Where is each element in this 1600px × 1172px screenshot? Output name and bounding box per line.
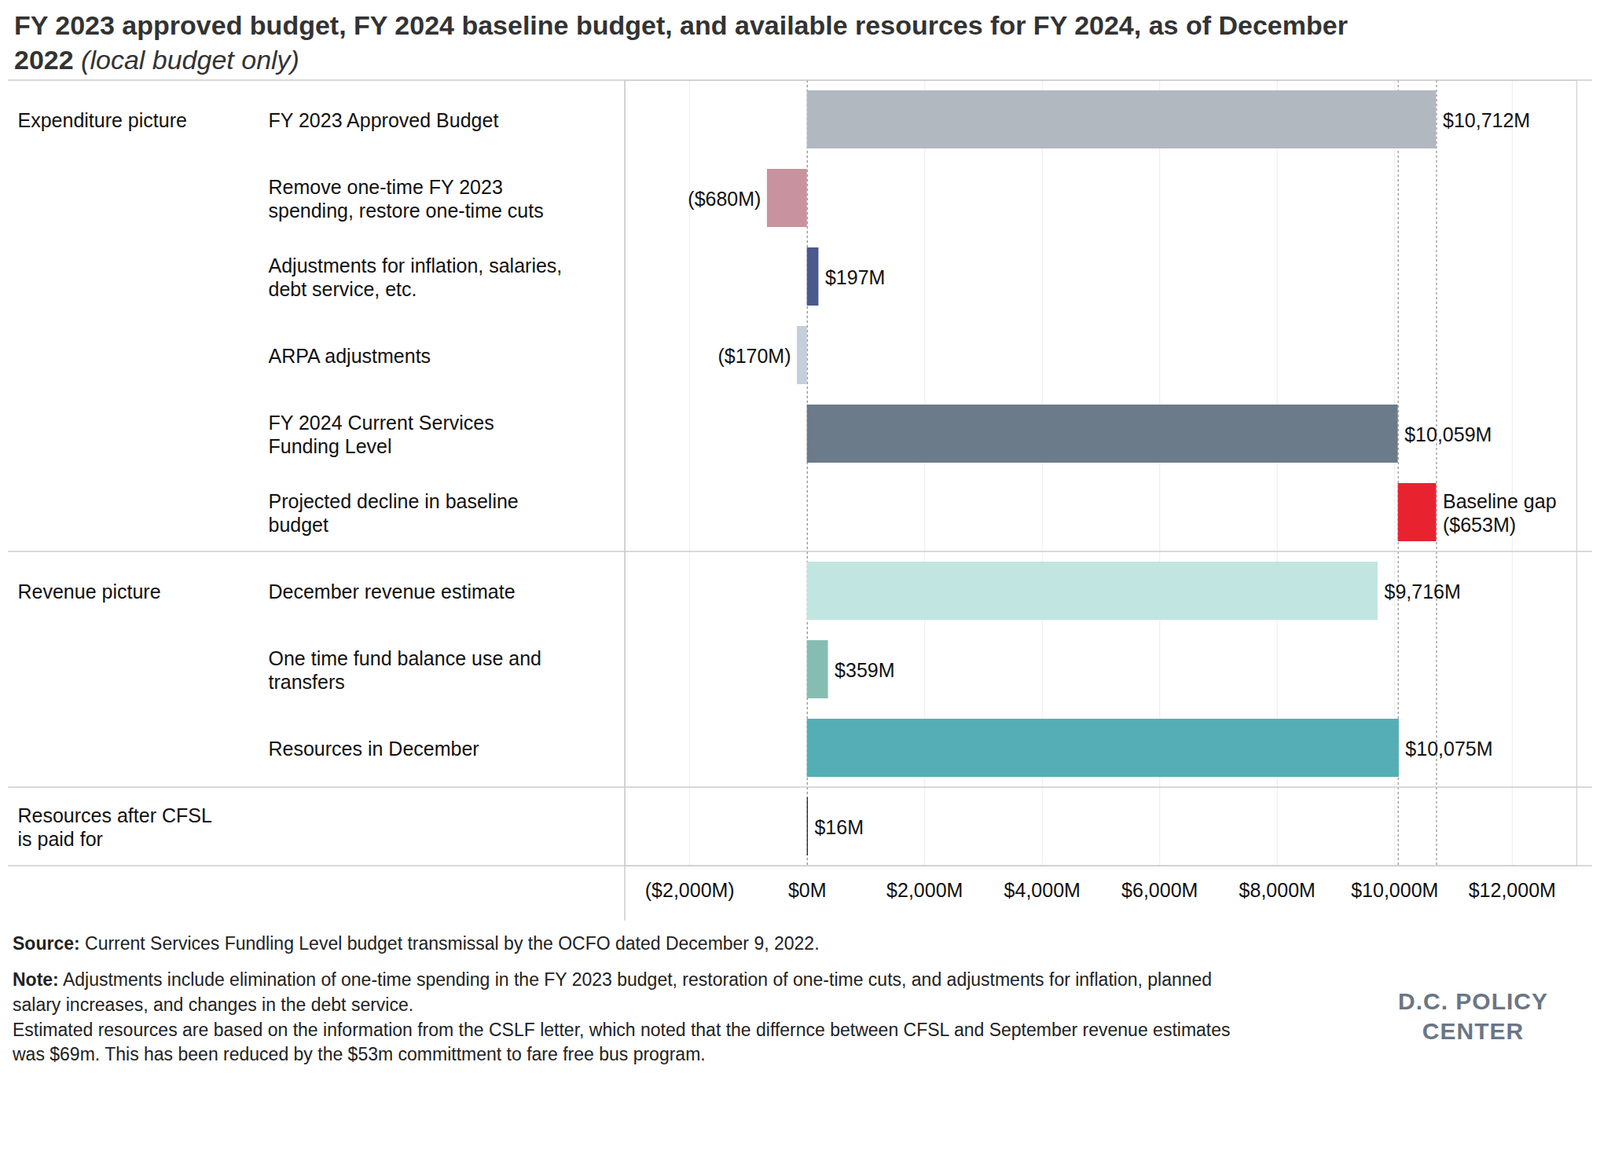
svg-text:$0M: $0M [788,880,827,903]
svg-text:($170M): ($170M) [717,344,791,367]
svg-text:Remove one-time FY 2023spendin: Remove one-time FY 2023spending, restore… [268,176,544,222]
svg-text:$2,000M: $2,000M [886,880,963,903]
html-text:FY 2023 approved budget, FY 20: FY 2023 approved budget, FY 2024 baselin… [14,10,1348,75]
svg-text:$9,716M: $9,716M [1384,580,1461,603]
svg-text:Baseline gap($653M): Baseline gap($653M) [1442,490,1557,536]
svg-text:$197M: $197M [825,266,885,289]
svg-text:$12,000M: $12,000M [1468,880,1556,903]
svg-text:($2,000M): ($2,000M) [645,880,735,903]
svg-text:$6,000M: $6,000M [1121,880,1198,903]
svg-text:Resources in December: Resources in December [268,737,480,760]
svg-text:$16M: $16M [814,816,864,839]
svg-text:$10,712M: $10,712M [1442,109,1531,132]
svg-text:FY 2023 Approved Budget: FY 2023 Approved Budget [268,109,500,132]
svg-text:$359M: $359M [834,659,895,682]
svg-text:December revenue estimate: December revenue estimate [268,580,516,603]
svg-text:$10,075M: $10,075M [1405,737,1493,760]
svg-text:FY 2024 Current ServicesFundin: FY 2024 Current ServicesFunding Level [268,411,495,458]
svg-text:Projected decline in baselineb: Projected decline in baselinebudget [268,490,519,536]
html-text:Note: Adjustments include elim: Note: Adjustments include elimination of… [12,969,1212,1016]
svg-text:$8,000M: $8,000M [1239,880,1316,903]
svg-text:Adjustments for inflation, sal: Adjustments for inflation, salaries,debt… [268,254,563,301]
svg-text:($680M): ($680M) [687,187,761,210]
svg-text:Resources after CFSLis paid fo: Resources after CFSLis paid for [18,804,213,851]
svg-text:$4,000M: $4,000M [1004,880,1081,903]
html-text:Source: Current Services Fundl: Source: Current Services Fundling Level … [12,933,820,955]
svg-text:Revenue picture: Revenue picture [18,580,162,603]
svg-text:$10,059M: $10,059M [1404,423,1492,446]
svg-text:ARPA adjustments: ARPA adjustments [268,344,432,367]
html-text:D.C. POLICY: D.C. POLICY [1398,988,1549,1015]
svg-text:One time fund balance use andt: One time fund balance use andtransfers [268,647,542,694]
svg-text:$10,000M: $10,000M [1350,880,1439,903]
html-text:CENTER: CENTER [1422,1018,1524,1045]
svg-text:Expenditure picture: Expenditure picture [18,109,188,132]
html-text:Estimated resources are based: Estimated resources are based on the inf… [12,1019,1231,1066]
